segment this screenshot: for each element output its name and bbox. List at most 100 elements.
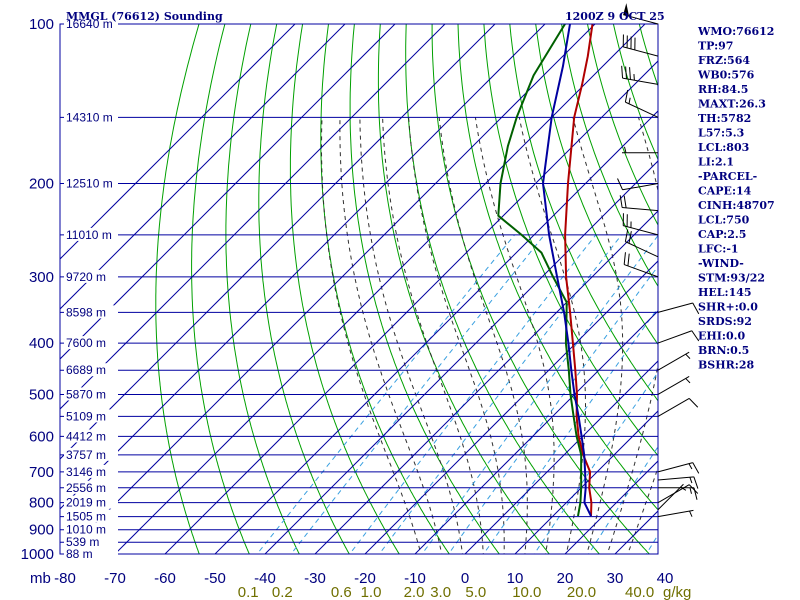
wind-barb-flag xyxy=(619,195,623,208)
wind-barb-staff xyxy=(657,351,690,371)
mixing-ratio-label: 5.0 xyxy=(465,584,486,600)
height-label-bg xyxy=(64,305,118,319)
wind-barb-flag xyxy=(692,462,700,474)
index-entry: RH:84.5 xyxy=(698,83,748,96)
height-label-bg xyxy=(64,387,118,401)
wind-barb xyxy=(657,397,699,417)
temperature-tick-label: 20 xyxy=(557,570,574,587)
wind-barb xyxy=(621,65,659,85)
wind-barb xyxy=(624,229,659,258)
mixing-ratio-label: 0.2 xyxy=(272,584,293,600)
height-label-bg xyxy=(64,447,118,461)
temperature-line xyxy=(564,24,594,517)
pressure-tick-label: 700 xyxy=(29,464,54,481)
height-label: 5870 m xyxy=(66,387,106,401)
index-entry: SRDS:92 xyxy=(698,315,752,328)
wind-barb xyxy=(623,252,659,278)
wind-barb-half-flag xyxy=(628,97,631,104)
height-label-bg xyxy=(64,464,118,478)
isotherm xyxy=(464,360,658,554)
temperature-labels: mb -80 -70 -60 -50 -40 -30 -20 -10 0 10 20 30 40 xyxy=(30,570,673,587)
pressure-tick-label: 400 xyxy=(29,335,54,352)
height-label-bg xyxy=(64,269,118,283)
index-entry: TH:5782 xyxy=(698,112,751,125)
isotherm xyxy=(60,24,396,360)
index-entry: L57:5.3 xyxy=(698,127,744,140)
mixing-ratio-label: 40.0 xyxy=(625,584,654,600)
dry-adiabat xyxy=(320,24,450,554)
dry-adiabat xyxy=(405,24,600,554)
mixing-ratio-labels: 0.1 0.2 0.6 1.0 2.0 3.0 5.0 10.0 20.0 40.0 g/kg xyxy=(238,584,692,600)
isotherms xyxy=(60,24,658,554)
wind-barb-half-flag xyxy=(689,487,692,494)
index-entry: EHI:0.0 xyxy=(698,330,745,343)
dry-adiabat xyxy=(289,24,400,554)
dry-adiabat xyxy=(225,24,300,554)
height-label: 7600 m xyxy=(66,336,106,350)
observation-time: 1200Z 9 OCT 25 xyxy=(565,10,665,23)
dry-adiabat xyxy=(349,24,500,554)
height-label: 12510 m xyxy=(66,177,113,191)
height-label: 6689 m xyxy=(66,363,106,377)
isotherm xyxy=(60,24,296,260)
height-label: 3146 m xyxy=(66,465,106,479)
index-entry: TP:97 xyxy=(698,40,733,53)
height-label: 2556 m xyxy=(66,481,106,495)
wind-barb-flag xyxy=(688,484,699,494)
wind-barb-staff xyxy=(657,509,694,518)
height-label: 1010 m xyxy=(66,523,106,537)
wind-barb-half-flag xyxy=(689,510,693,517)
dry-adiabat xyxy=(509,24,658,402)
wind-barb-staff xyxy=(657,476,694,481)
isotherm xyxy=(64,24,596,554)
wind-barb xyxy=(657,476,699,489)
height-label: 539 m xyxy=(66,535,99,549)
wind-barb-staff xyxy=(657,302,693,313)
profile-series xyxy=(497,24,594,517)
index-entry: BRN:0.5 xyxy=(698,344,749,357)
wind-barb-flag xyxy=(624,229,629,242)
mixing-ratio-label: 20.0 xyxy=(567,584,596,600)
pressure-tick-label: 300 xyxy=(29,269,54,286)
index-entry: WB0:576 xyxy=(697,69,755,82)
wind-barb-staff xyxy=(623,46,659,57)
wind-barb-flag xyxy=(627,253,630,266)
wind-barb-staff xyxy=(624,264,659,278)
wind-barb-flag xyxy=(624,89,629,103)
wind-barb-flag xyxy=(629,67,631,80)
dry-adiabat xyxy=(535,24,658,346)
dry-adiabat xyxy=(790,12,800,565)
wind-barb xyxy=(622,213,659,236)
height-label: 4412 m xyxy=(66,429,106,443)
temperature-tick-label: -30 xyxy=(304,570,326,587)
index-entry: LCL:750 xyxy=(698,214,750,227)
wind-barbs xyxy=(617,3,700,518)
moist-adiabat xyxy=(321,117,422,554)
pressure-tick-label: 200 xyxy=(29,176,54,193)
height-label-bg xyxy=(64,495,118,509)
dry-adiabat xyxy=(191,24,250,554)
wind-barb-flag xyxy=(623,195,627,208)
index-entry: WMO:76612 xyxy=(697,25,774,38)
isotherm xyxy=(214,110,658,554)
height-label-bg xyxy=(64,176,118,190)
wind-barb-flag xyxy=(628,231,632,244)
wind-barb-flag xyxy=(691,330,700,342)
temperature-tick-label: 10 xyxy=(507,570,524,587)
mixing-ratio-line xyxy=(588,445,658,554)
isotherm xyxy=(314,210,658,554)
isotherm xyxy=(164,60,658,554)
height-label-bg xyxy=(64,227,118,241)
wind-barb-flag xyxy=(617,178,624,191)
wind-barb-flag xyxy=(621,65,624,79)
isotherm xyxy=(364,260,658,554)
isotherm xyxy=(564,460,658,554)
mixing-ratio-label: 0.6 xyxy=(331,584,352,600)
temperature-tick-label: 40 xyxy=(657,570,674,587)
wind-barb-flag xyxy=(623,252,626,265)
index-entry: LI:2.1 xyxy=(698,156,734,169)
wind-barb xyxy=(657,330,700,344)
wind-barb-staff xyxy=(657,462,693,473)
temperature-tick-label: 0 xyxy=(461,570,469,587)
height-label: 8598 m xyxy=(66,305,106,319)
